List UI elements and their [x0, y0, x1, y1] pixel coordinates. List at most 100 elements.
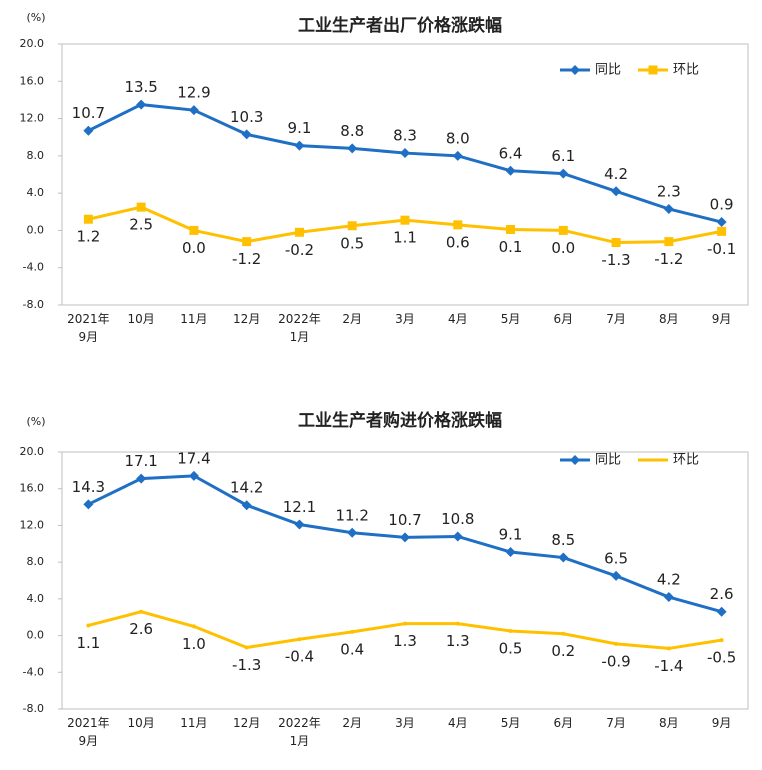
data-label: 2.5	[129, 216, 153, 234]
data-label: 8.3	[393, 127, 417, 145]
data-point	[558, 225, 568, 235]
data-point	[505, 165, 516, 176]
data-label: 1.0	[182, 635, 206, 653]
data-label: 0.0	[551, 239, 575, 257]
data-label: 0.0	[182, 239, 206, 257]
data-label: 1.3	[446, 632, 470, 650]
y-tick-label: 0.0	[27, 223, 45, 236]
x-tick-label: 7月	[606, 312, 626, 326]
data-point	[347, 527, 358, 538]
data-point	[558, 552, 569, 563]
x-tick-label: 10月	[127, 312, 155, 326]
data-point	[242, 237, 252, 247]
data-label: 12.1	[283, 498, 316, 516]
data-point	[188, 470, 199, 481]
data-label: 2.3	[657, 182, 681, 200]
y-tick-label: 8.0	[27, 149, 45, 162]
data-label: 14.2	[230, 479, 263, 497]
data-point	[403, 621, 407, 626]
data-label: 1.3	[393, 632, 417, 650]
x-tick-label: 12月	[233, 312, 261, 326]
data-label: 6.5	[604, 549, 628, 567]
x-tick-label: 4月	[447, 716, 468, 730]
x-tick-label: 2022年 1月	[278, 716, 321, 748]
x-tick-label: 12月	[233, 716, 261, 730]
data-label: 10.7	[72, 104, 105, 122]
data-point	[561, 631, 566, 636]
data-point	[350, 629, 355, 634]
data-point	[452, 150, 463, 161]
data-label: -1.2	[232, 250, 261, 268]
y-tick-label: 12.0	[20, 518, 45, 531]
y-tick-label: 12.0	[20, 112, 45, 125]
data-point	[136, 202, 146, 212]
data-label: 9.1	[288, 119, 312, 137]
data-label: 2.6	[710, 585, 734, 603]
legend-label: 同比	[595, 453, 621, 468]
data-point	[400, 532, 410, 543]
data-label: 1.1	[393, 229, 417, 247]
data-label: 8.5	[551, 531, 575, 549]
data-point	[188, 105, 199, 116]
data-label: 6.4	[499, 144, 523, 162]
data-label: -1.2	[654, 250, 683, 268]
data-label: 10.3	[230, 108, 263, 126]
data-label: -0.9	[601, 652, 630, 670]
y-tick-label: 4.0	[27, 186, 45, 199]
series-line	[87, 474, 723, 614]
data-label: 0.5	[499, 639, 523, 657]
y-tick-label: 16.0	[20, 74, 45, 87]
plot-border	[61, 43, 749, 306]
data-point	[244, 645, 249, 650]
data-point	[664, 237, 674, 247]
x-tick-label: 11月	[180, 312, 208, 326]
y-tick-label: 20.0	[20, 445, 45, 458]
data-point	[611, 186, 622, 197]
data-point	[455, 621, 460, 626]
data-point	[716, 217, 727, 228]
data-point	[666, 646, 671, 651]
data-label: 11.2	[336, 506, 369, 524]
data-label: 10.7	[388, 511, 421, 529]
data-point	[347, 221, 357, 231]
data-point	[508, 628, 513, 633]
data-point	[719, 638, 724, 643]
data-point	[506, 224, 516, 234]
x-tick-label: 3月	[395, 312, 415, 326]
chart-svg: 工业生产者出厂价格涨跌幅 (%) -8.0 -4.0 0.0 4.0 8.0 12.0 16.0…	[20, 11, 749, 311]
data-label: 4.2	[657, 571, 681, 589]
data-label: -1.3	[601, 251, 630, 269]
legend-marker	[570, 65, 580, 75]
data-label: 17.1	[124, 452, 157, 470]
data-label: 8.8	[340, 122, 364, 140]
data-label: 8.0	[446, 129, 470, 147]
x-tick-label: 11月	[180, 716, 208, 730]
data-point	[611, 238, 621, 248]
data-point	[83, 125, 94, 136]
x-tick-label: 2月	[342, 716, 363, 730]
data-point	[83, 499, 94, 510]
data-point	[505, 547, 516, 558]
x-tick-label: 2月	[342, 312, 363, 326]
x-tick-label: 5月	[500, 312, 521, 326]
data-point	[136, 99, 147, 110]
data-label: -1.4	[654, 657, 683, 675]
y-tick-label: 4.0	[27, 592, 45, 605]
x-tick-label: 6月	[553, 716, 574, 730]
data-point	[453, 220, 463, 230]
x-tick-label: 6月	[553, 312, 574, 326]
data-point	[294, 519, 305, 530]
data-point	[716, 606, 727, 617]
data-point	[241, 129, 252, 140]
legend-marker	[648, 65, 658, 75]
x-tick-label: 2021年 9月	[67, 716, 110, 748]
chart: 工业生产者购进价格涨跌幅 (%) -8.0 -4.0 0.0 4.0 8.0 12.0 16.0…	[0, 392, 762, 766]
x-tick-label: 5月	[500, 716, 521, 730]
data-point	[452, 531, 463, 542]
data-point	[294, 140, 305, 151]
data-label: 0.4	[340, 640, 364, 658]
plot-border	[61, 451, 749, 710]
x-tick-label: 2021年 9月	[67, 312, 110, 344]
data-label: -0.1	[707, 240, 736, 258]
